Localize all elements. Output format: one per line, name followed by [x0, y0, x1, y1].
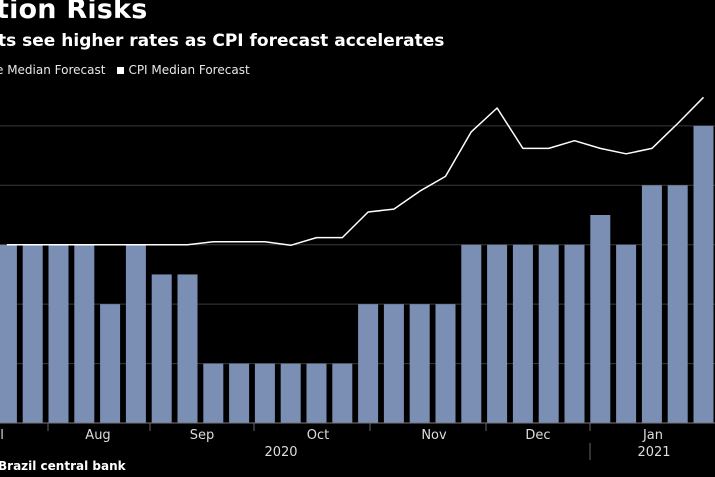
- bar: [538, 244, 559, 423]
- x-tick-label: Sep: [190, 428, 215, 443]
- bar: [564, 244, 585, 423]
- source-note: Brazil central bank: [0, 459, 126, 473]
- chart-title: tion Risks: [0, 0, 148, 25]
- bar: [22, 244, 43, 423]
- bar: [590, 215, 611, 423]
- x-tick-label: Oct: [307, 428, 329, 443]
- bar: [435, 304, 456, 423]
- bar: [667, 185, 688, 423]
- bar: [693, 125, 714, 423]
- cpi-line: [6, 96, 705, 247]
- bar: [203, 363, 224, 423]
- bar: [487, 244, 508, 423]
- x-tick-label: Jan: [642, 428, 663, 443]
- bar: [229, 363, 250, 423]
- bar: [512, 244, 533, 423]
- chart-subtitle: ts see higher rates as CPI forecast acce…: [0, 31, 445, 51]
- x-tick-label: Dec: [525, 428, 550, 443]
- bar: [74, 244, 95, 423]
- legend-line-swatch: [117, 66, 125, 74]
- bar: [616, 244, 637, 423]
- legend-line-label: CPI Median Forecast: [128, 63, 250, 77]
- x-axis: l Aug Sep Oct Nov Dec Jan 2020 2021: [0, 422, 715, 460]
- bar: [641, 185, 662, 423]
- bar-series: [0, 125, 714, 423]
- legend-bar-label: e Median Forecast: [0, 63, 106, 77]
- x-tick-label: Nov: [421, 428, 447, 443]
- legend-bar-entry: e Median Forecast: [0, 63, 105, 77]
- bar: [125, 244, 146, 423]
- bar: [306, 363, 327, 423]
- bar: [0, 244, 17, 423]
- x-tick-label: Aug: [85, 428, 110, 443]
- bar: [332, 363, 353, 423]
- legend: e Median Forecast CPI Median Forecast: [0, 63, 250, 77]
- year-label: 2020: [264, 445, 297, 460]
- line-series: [6, 96, 705, 247]
- bar: [409, 304, 430, 423]
- bar: [280, 363, 301, 423]
- bar: [358, 304, 379, 423]
- bar: [383, 304, 404, 423]
- x-tick-label: l: [0, 428, 4, 443]
- bar: [48, 244, 69, 423]
- bar: [461, 244, 482, 423]
- legend-line-entry: CPI Median Forecast: [117, 63, 250, 77]
- year-label: 2021: [637, 445, 670, 460]
- bar: [177, 274, 198, 423]
- bar: [151, 274, 172, 423]
- bar: [100, 304, 121, 423]
- bar: [254, 363, 275, 423]
